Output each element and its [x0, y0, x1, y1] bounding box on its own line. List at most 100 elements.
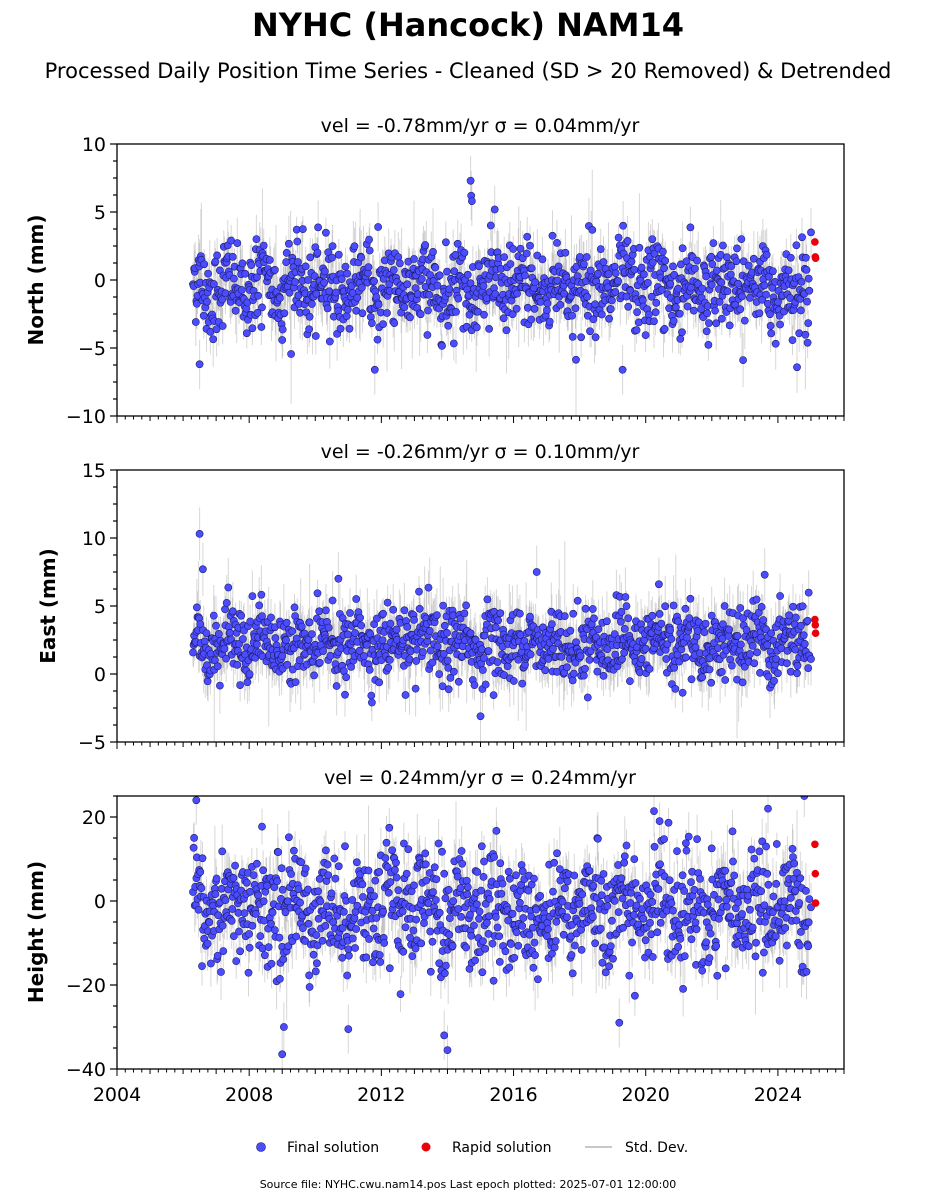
rapid-point: [811, 615, 819, 624]
final-point: [709, 239, 718, 247]
final-point: [707, 678, 716, 687]
final-point: [798, 233, 806, 242]
final-point: [443, 629, 451, 637]
final-point: [704, 341, 713, 349]
final-point: [426, 646, 435, 655]
final-point: [523, 303, 532, 312]
final-point: [476, 712, 485, 721]
final-point: [611, 269, 620, 277]
final-point: [516, 244, 525, 253]
final-point: [385, 656, 394, 664]
final-point: [319, 647, 327, 655]
final-point: [463, 270, 472, 279]
final-point: [342, 673, 350, 682]
final-point: [724, 632, 733, 640]
final-point: [786, 253, 795, 262]
final-point: [412, 657, 421, 665]
final-point: [744, 261, 753, 270]
final-point: [394, 253, 403, 261]
final-point: [771, 339, 780, 348]
final-point: [293, 237, 302, 246]
final-point: [389, 605, 398, 614]
final-point: [328, 596, 337, 605]
final-point: [295, 656, 304, 664]
final-point: [666, 279, 675, 288]
final-point: [512, 304, 521, 313]
final-point: [514, 655, 523, 664]
final-point: [762, 290, 770, 299]
final-point: [759, 616, 768, 624]
final-point: [209, 335, 218, 344]
final-point: [245, 670, 254, 678]
final-point: [341, 690, 349, 699]
final-point: [315, 607, 324, 616]
final-point: [556, 300, 565, 309]
final-point: [237, 611, 246, 620]
final-point: [767, 629, 776, 638]
final-point: [750, 659, 759, 668]
final-point: [523, 232, 532, 241]
final-point: [650, 249, 659, 258]
final-point: [509, 677, 518, 685]
final-point: [499, 314, 508, 323]
final-point: [297, 622, 306, 631]
final-point: [254, 291, 262, 300]
final-point: [636, 276, 645, 285]
panel-north: vel = -0.78mm/yr σ = 0.04mm/yr North (mm…: [24, 115, 845, 428]
final-point: [573, 596, 582, 605]
final-point: [493, 658, 502, 666]
final-point: [655, 580, 663, 589]
final-point: [640, 270, 648, 279]
final-point: [633, 308, 641, 316]
final-point: [466, 279, 475, 288]
final-point: [701, 619, 710, 628]
final-point: [218, 295, 227, 304]
final-point: [312, 289, 321, 298]
final-point: [336, 324, 345, 333]
final-point: [657, 619, 666, 628]
final-point: [726, 270, 735, 279]
final-point: [278, 325, 287, 334]
final-point: [577, 333, 585, 342]
final-point: [557, 653, 566, 661]
final-point: [733, 244, 741, 253]
final-point: [693, 256, 701, 265]
final-point: [392, 625, 401, 634]
final-point: [590, 614, 598, 623]
final-point: [481, 680, 490, 689]
final-point: [403, 623, 412, 631]
final-point: [271, 266, 279, 274]
final-point: [480, 310, 488, 319]
final-point: [721, 676, 730, 684]
final-point: [807, 655, 815, 663]
final-point: [583, 292, 592, 301]
final-point: [527, 315, 536, 324]
final-point: [705, 665, 714, 674]
final-point: [611, 288, 620, 296]
final-point: [213, 251, 221, 260]
final-point: [200, 637, 209, 646]
final-point: [698, 673, 707, 682]
final-point: [468, 197, 476, 205]
final-point: [635, 243, 644, 252]
final-point: [697, 305, 705, 313]
final-point: [661, 602, 670, 611]
final-point: [287, 350, 295, 358]
final-point: [533, 251, 542, 260]
final-point: [739, 356, 747, 364]
final-point: [614, 277, 622, 285]
final-point: [431, 263, 440, 272]
rapid-point: [811, 629, 820, 637]
final-point: [719, 620, 727, 629]
y-tick-label: 0: [94, 270, 106, 292]
final-point: [746, 650, 754, 658]
final-point: [527, 264, 536, 273]
final-points: [189, 176, 815, 374]
final-point: [343, 305, 352, 314]
final-point: [676, 335, 685, 343]
final-point: [444, 664, 453, 672]
final-point: [233, 661, 242, 669]
final-point: [707, 611, 716, 620]
final-point: [648, 258, 657, 267]
